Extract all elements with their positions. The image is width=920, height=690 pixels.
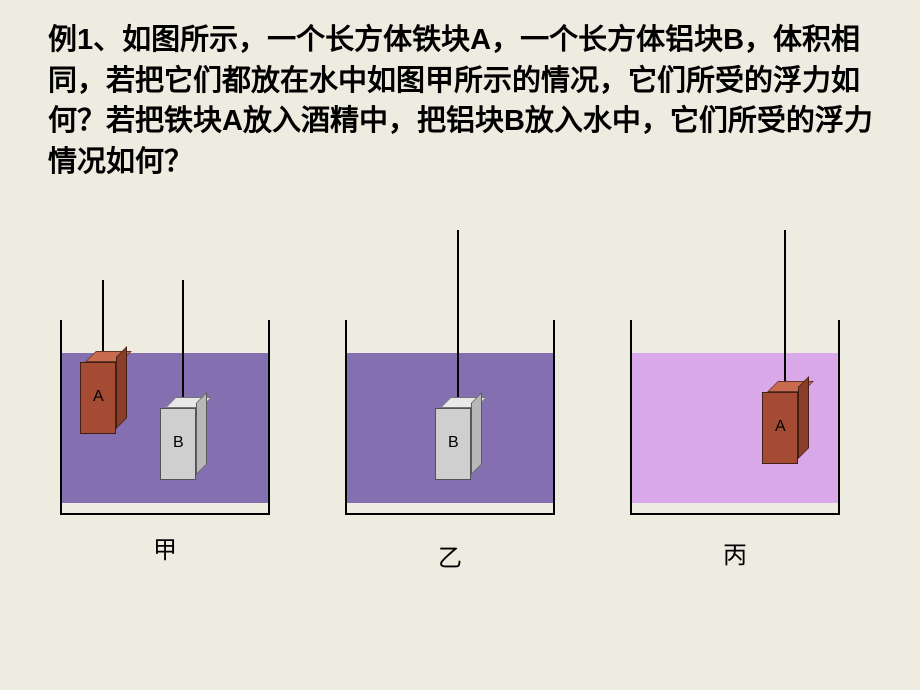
caption-yi: 乙: [345, 538, 555, 573]
caption-jia: 甲: [60, 530, 270, 565]
block-B-label: B: [448, 434, 459, 452]
block-A-side: [116, 346, 127, 429]
wall-bottom: [60, 513, 270, 515]
wall-right: [838, 320, 840, 515]
beaker-jia: A B: [60, 280, 270, 515]
string-B-jia: [182, 280, 184, 408]
question-text: 例1、如图所示，一个长方体铁块A，一个长方体铝块B，体积相同，若把它们都放在水中…: [48, 20, 878, 182]
string-A-bing: [784, 230, 786, 392]
wall-bottom: [630, 513, 840, 515]
wall-right: [268, 320, 270, 515]
beaker-bing: A: [630, 280, 840, 515]
string-B-yi: [457, 230, 459, 408]
wall-left: [345, 320, 347, 515]
beaker-yi: B: [345, 280, 555, 515]
block-A-side: [798, 376, 809, 459]
wall-left: [60, 320, 62, 515]
wall-right: [553, 320, 555, 515]
block-B-side: [471, 392, 482, 475]
wall-bottom: [345, 513, 555, 515]
string-A-jia: [102, 280, 104, 362]
block-A-label: A: [93, 388, 104, 406]
diagrams-row: A B 甲 B: [60, 280, 880, 630]
wall-left: [630, 320, 632, 515]
block-A-label: A: [775, 418, 786, 436]
caption-bing: 丙: [630, 535, 840, 570]
block-B-side: [196, 392, 207, 475]
block-B-label: B: [173, 434, 184, 452]
